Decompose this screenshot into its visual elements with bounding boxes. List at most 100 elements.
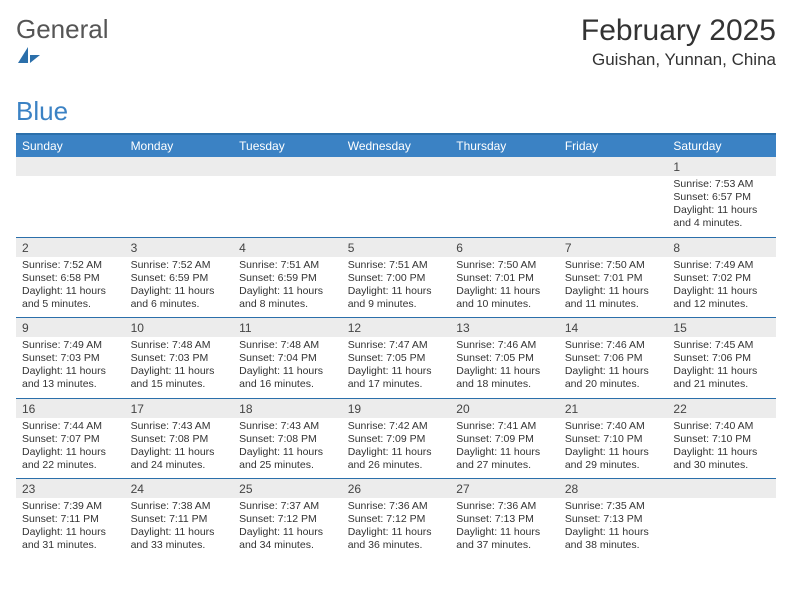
day-details: Sunrise: 7:43 AMSunset: 7:08 PMDaylight:… [125, 418, 234, 479]
day-number [450, 157, 559, 176]
sunrise-text: Sunrise: 7:40 AM [565, 420, 662, 433]
sunset-text: Sunset: 7:12 PM [348, 513, 445, 526]
daylight-text: and 15 minutes. [131, 378, 228, 391]
sunset-text: Sunset: 7:06 PM [565, 352, 662, 365]
sunset-text: Sunset: 7:11 PM [131, 513, 228, 526]
sunrise-text: Sunrise: 7:36 AM [348, 500, 445, 513]
day-details: Sunrise: 7:48 AMSunset: 7:03 PMDaylight:… [125, 337, 234, 398]
day-number: 15 [667, 318, 776, 337]
sunset-text: Sunset: 7:04 PM [239, 352, 336, 365]
calendar-page: General Blue February 2025 Guishan, Yunn… [0, 0, 792, 612]
daylight-text: and 11 minutes. [565, 298, 662, 311]
day-details: Sunrise: 7:46 AMSunset: 7:05 PMDaylight:… [450, 337, 559, 398]
day-details: Sunrise: 7:51 AMSunset: 7:00 PMDaylight:… [342, 257, 451, 318]
day-details: Sunrise: 7:43 AMSunset: 7:08 PMDaylight:… [233, 418, 342, 479]
daylight-text: and 10 minutes. [456, 298, 553, 311]
daylight-text: Daylight: 11 hours [131, 526, 228, 539]
sunrise-text: Sunrise: 7:42 AM [348, 420, 445, 433]
sunset-text: Sunset: 7:01 PM [456, 272, 553, 285]
day-detail-row: Sunrise: 7:49 AMSunset: 7:03 PMDaylight:… [16, 337, 776, 398]
day-number: 9 [16, 318, 125, 337]
sunrise-text: Sunrise: 7:46 AM [456, 339, 553, 352]
sunset-text: Sunset: 7:03 PM [131, 352, 228, 365]
sunset-text: Sunset: 7:12 PM [239, 513, 336, 526]
day-details: Sunrise: 7:45 AMSunset: 7:06 PMDaylight:… [667, 337, 776, 398]
day-detail-row: Sunrise: 7:39 AMSunset: 7:11 PMDaylight:… [16, 498, 776, 559]
daylight-text: Daylight: 11 hours [456, 365, 553, 378]
calendar-body: 1Sunrise: 7:53 AMSunset: 6:57 PMDaylight… [16, 157, 776, 559]
day-detail-row: Sunrise: 7:44 AMSunset: 7:07 PMDaylight:… [16, 418, 776, 479]
day-details: Sunrise: 7:37 AMSunset: 7:12 PMDaylight:… [233, 498, 342, 559]
daylight-text: Daylight: 11 hours [348, 365, 445, 378]
daylight-text: and 36 minutes. [348, 539, 445, 552]
sunrise-text: Sunrise: 7:46 AM [565, 339, 662, 352]
sunrise-text: Sunrise: 7:52 AM [131, 259, 228, 272]
day-number-row: 2345678 [16, 237, 776, 257]
daylight-text: and 13 minutes. [22, 378, 119, 391]
weekday-label: Monday [125, 135, 234, 157]
day-details [450, 176, 559, 237]
daylight-text: Daylight: 11 hours [565, 285, 662, 298]
daylight-text: Daylight: 11 hours [131, 446, 228, 459]
sunrise-text: Sunrise: 7:45 AM [673, 339, 770, 352]
sunset-text: Sunset: 7:03 PM [22, 352, 119, 365]
day-details: Sunrise: 7:47 AMSunset: 7:05 PMDaylight:… [342, 337, 451, 398]
day-number: 21 [559, 399, 668, 418]
sunset-text: Sunset: 7:09 PM [348, 433, 445, 446]
daylight-text: Daylight: 11 hours [239, 285, 336, 298]
daylight-text: and 25 minutes. [239, 459, 336, 472]
day-number-row: 1 [16, 157, 776, 176]
weekday-header: Sunday Monday Tuesday Wednesday Thursday… [16, 135, 776, 157]
daylight-text: Daylight: 11 hours [565, 365, 662, 378]
day-number [667, 479, 776, 498]
day-details: Sunrise: 7:36 AMSunset: 7:13 PMDaylight:… [450, 498, 559, 559]
page-subtitle: Guishan, Yunnan, China [581, 50, 776, 70]
day-number: 27 [450, 479, 559, 498]
daylight-text: Daylight: 11 hours [131, 285, 228, 298]
day-details: Sunrise: 7:52 AMSunset: 6:58 PMDaylight:… [16, 257, 125, 318]
day-details: Sunrise: 7:36 AMSunset: 7:12 PMDaylight:… [342, 498, 451, 559]
sunrise-text: Sunrise: 7:35 AM [565, 500, 662, 513]
day-number: 1 [667, 157, 776, 176]
sunrise-text: Sunrise: 7:47 AM [348, 339, 445, 352]
daylight-text: Daylight: 11 hours [456, 446, 553, 459]
day-details: Sunrise: 7:42 AMSunset: 7:09 PMDaylight:… [342, 418, 451, 479]
brand-logo: General Blue [16, 14, 109, 127]
sunrise-text: Sunrise: 7:51 AM [239, 259, 336, 272]
weekday-label: Tuesday [233, 135, 342, 157]
sunrise-text: Sunrise: 7:39 AM [22, 500, 119, 513]
day-details: Sunrise: 7:51 AMSunset: 6:59 PMDaylight:… [233, 257, 342, 318]
sunset-text: Sunset: 7:09 PM [456, 433, 553, 446]
day-number [559, 157, 668, 176]
logo-word1: General [16, 14, 109, 44]
day-details: Sunrise: 7:48 AMSunset: 7:04 PMDaylight:… [233, 337, 342, 398]
daylight-text: Daylight: 11 hours [22, 446, 119, 459]
day-number-row: 232425262728 [16, 478, 776, 498]
daylight-text: and 29 minutes. [565, 459, 662, 472]
daylight-text: and 5 minutes. [22, 298, 119, 311]
weekday-label: Thursday [450, 135, 559, 157]
sunset-text: Sunset: 7:08 PM [131, 433, 228, 446]
daylight-text: and 4 minutes. [673, 217, 770, 230]
daylight-text: Daylight: 11 hours [239, 526, 336, 539]
day-number: 17 [125, 399, 234, 418]
day-number [233, 157, 342, 176]
sunset-text: Sunset: 7:07 PM [22, 433, 119, 446]
daylight-text: Daylight: 11 hours [456, 526, 553, 539]
sunset-text: Sunset: 7:02 PM [673, 272, 770, 285]
logo-text: General Blue [16, 14, 109, 127]
day-number [16, 157, 125, 176]
weekday-label: Saturday [667, 135, 776, 157]
day-number: 8 [667, 238, 776, 257]
day-number [342, 157, 451, 176]
day-details: Sunrise: 7:41 AMSunset: 7:09 PMDaylight:… [450, 418, 559, 479]
day-details [342, 176, 451, 237]
sunset-text: Sunset: 7:01 PM [565, 272, 662, 285]
daylight-text: and 37 minutes. [456, 539, 553, 552]
day-number: 19 [342, 399, 451, 418]
day-detail-row: Sunrise: 7:52 AMSunset: 6:58 PMDaylight:… [16, 257, 776, 318]
sunset-text: Sunset: 7:13 PM [456, 513, 553, 526]
sunrise-text: Sunrise: 7:49 AM [22, 339, 119, 352]
day-number: 23 [16, 479, 125, 498]
daylight-text: and 27 minutes. [456, 459, 553, 472]
